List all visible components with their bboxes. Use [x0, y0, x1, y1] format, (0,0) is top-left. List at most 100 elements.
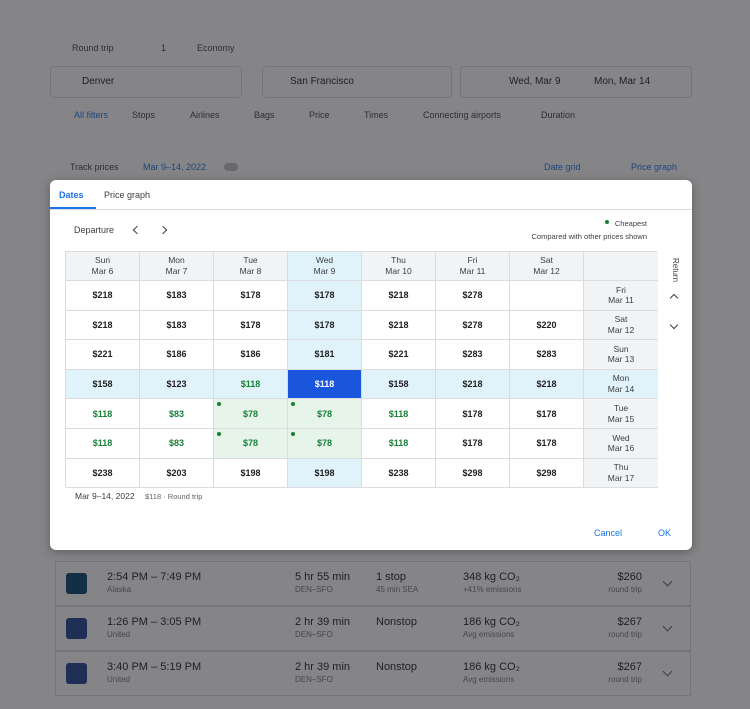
price-cell[interactable]: $178	[510, 399, 584, 429]
up-arrow[interactable]	[669, 293, 679, 303]
price-cell[interactable]: $83	[140, 429, 214, 459]
departure-label: Departure	[74, 225, 115, 235]
price-cell[interactable]: $78	[214, 429, 288, 459]
price-cell[interactable]: $218	[362, 310, 436, 341]
price-cell[interactable]	[510, 281, 584, 311]
price-cell[interactable]: $218	[66, 281, 140, 311]
price-cell[interactable]: $278	[436, 281, 510, 311]
cheapest-icon	[291, 432, 295, 436]
row-date: Mar 16	[607, 443, 635, 454]
price-cell[interactable]: $178	[436, 429, 510, 459]
row-day: Sat	[614, 314, 628, 325]
row-header: Sat Mar 12	[584, 310, 658, 341]
price-cell[interactable]: $118	[66, 399, 140, 429]
price-cell[interactable]: $83	[140, 399, 214, 429]
row-day: Fri	[616, 284, 626, 295]
summary-price: $118 · Round trip	[145, 492, 203, 501]
return-label: Return	[671, 258, 680, 283]
price-cell[interactable]: $123	[140, 369, 214, 400]
row-header: Fri Mar 11	[584, 281, 658, 311]
price-cell[interactable]: $178	[436, 399, 510, 429]
price-cell[interactable]: $118	[362, 429, 436, 459]
column-date: Mar 10	[385, 266, 412, 276]
column-header: Wed Mar 9	[288, 252, 362, 281]
cheapest-icon	[291, 402, 295, 407]
column-header: Fri Mar 11	[436, 252, 510, 281]
price-cell[interactable]: $238	[362, 458, 436, 489]
price-cell[interactable]: $183	[140, 310, 214, 341]
price-cell[interactable]: $203	[140, 458, 214, 489]
price-cell[interactable]: $178	[214, 281, 288, 311]
cheapest-legend: Cheapest	[614, 219, 647, 228]
row-date: Mar 17	[607, 472, 635, 483]
row-day: Wed	[612, 432, 630, 443]
row-day: Mon	[612, 373, 630, 384]
price-cell[interactable]: $78	[288, 429, 362, 459]
price-cell[interactable]: $218	[510, 369, 584, 400]
price-cell[interactable]: $221	[362, 340, 436, 370]
price-cell[interactable]: $298	[510, 458, 584, 489]
price-cell[interactable]: $283	[436, 340, 510, 370]
ok-button[interactable]: OK	[658, 528, 672, 538]
price-cell[interactable]: $118	[214, 369, 288, 400]
price-cell[interactable]: $218	[362, 281, 436, 311]
price-cell[interactable]: $198	[288, 458, 362, 489]
price-cell[interactable]: $218	[66, 310, 140, 341]
price-cell[interactable]: $181	[288, 340, 362, 370]
tab[interactable]: Dates	[59, 190, 84, 200]
price-cell[interactable]: $178	[510, 429, 584, 459]
price-cell[interactable]: $298	[436, 458, 510, 489]
column-header: Thu Mar 10	[362, 252, 436, 281]
price-cell[interactable]: $178	[214, 310, 288, 341]
price-cell[interactable]: $178	[288, 310, 362, 341]
down-arrow[interactable]	[669, 320, 679, 330]
price-cell[interactable]: $78	[214, 399, 288, 429]
tab[interactable]: Price graph	[104, 190, 151, 200]
price-cell[interactable]: $158	[362, 369, 436, 400]
column-day: Thu	[391, 255, 406, 266]
price-cell[interactable]: $186	[140, 340, 214, 370]
column-header: Tue Mar 8	[214, 252, 288, 281]
row-header: Tue Mar 15	[584, 399, 658, 429]
price-cell[interactable]: $78	[288, 399, 362, 429]
row-header: Thu Mar 17	[584, 458, 658, 489]
row-date: Mar 14	[607, 384, 635, 395]
row-date: Mar 15	[607, 413, 635, 424]
column-day: Sun	[94, 255, 111, 266]
price-cell[interactable]: $221	[66, 340, 140, 370]
price-cell[interactable]: $178	[288, 281, 362, 311]
price-cell[interactable]: $183	[140, 281, 214, 311]
cheapest-icon	[217, 432, 221, 436]
price-cell[interactable]: $118	[66, 429, 140, 459]
row-header: Mon Mar 14	[584, 369, 658, 400]
price-cell[interactable]: $238	[66, 458, 140, 489]
row-day: Tue	[613, 403, 629, 414]
price-cell[interactable]: $118	[288, 369, 362, 400]
row-date: Mar 12	[607, 324, 635, 335]
price-cell[interactable]: $278	[436, 310, 510, 341]
prev-arrow[interactable]	[132, 225, 142, 235]
column-day: Sat	[540, 255, 553, 266]
tab-indicator	[50, 207, 96, 209]
price-cell[interactable]: $198	[214, 458, 288, 489]
row-day: Sun	[613, 343, 629, 354]
tab-divider	[50, 209, 692, 210]
price-note: Compared with other prices shown	[531, 232, 647, 241]
price-cell[interactable]: $186	[214, 340, 288, 370]
price-cell[interactable]: $218	[436, 369, 510, 400]
cancel-button[interactable]: Cancel	[594, 528, 623, 538]
price-cell[interactable]: $158	[66, 369, 140, 400]
cheapest-icon	[217, 402, 221, 407]
date-grid-dialog: Dates Price graph Departure Cheapest Compare…	[50, 180, 692, 550]
column-day: Tue	[243, 255, 258, 266]
price-cell[interactable]: $220	[510, 310, 584, 341]
column-date: Mar 9	[313, 266, 336, 276]
price-cell[interactable]: $118	[362, 399, 436, 429]
row-header: Wed Mar 16	[584, 429, 658, 459]
price-cell[interactable]: $283	[510, 340, 584, 370]
column-date: Mar 8	[239, 266, 262, 276]
column-date: Mar 7	[165, 266, 188, 276]
next-arrow[interactable]	[158, 225, 168, 235]
column-date: Mar 11	[459, 266, 486, 276]
